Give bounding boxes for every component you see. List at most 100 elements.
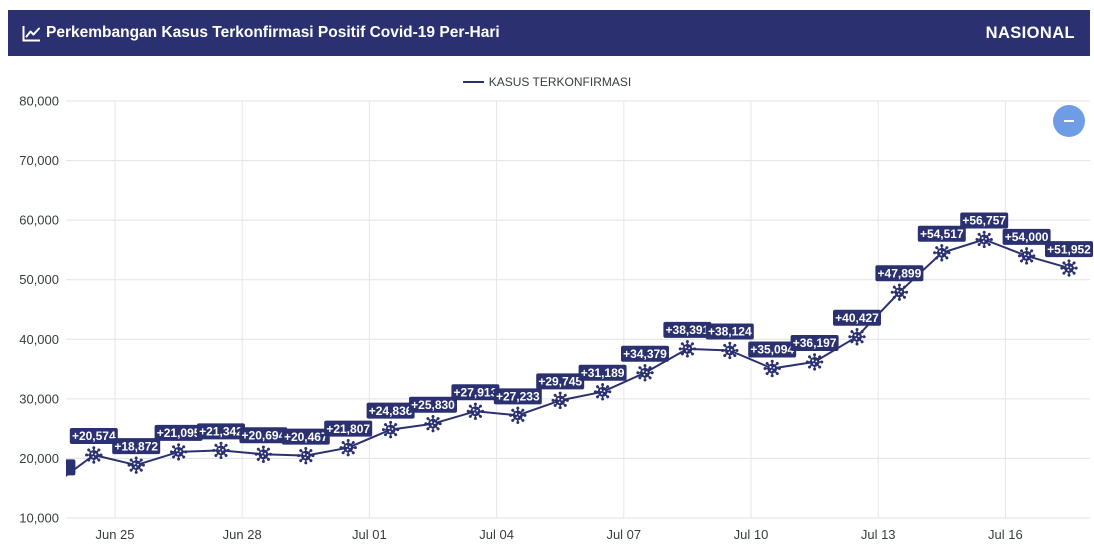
data-label-box	[790, 334, 839, 351]
data-label-text: +40,427	[835, 311, 879, 325]
legend: KASUS TERKONFIRMASI	[0, 74, 1094, 90]
data-label: +31,189	[578, 364, 627, 381]
data-point-virus-icon	[1060, 259, 1078, 278]
data-label: +54,517	[917, 225, 966, 242]
y-tick-label: 10,000	[19, 511, 59, 526]
data-point-virus-icon	[43, 478, 60, 495]
data-label-text: +51,952	[1047, 242, 1091, 256]
legend-item-kasus-terkonfirmasi[interactable]: KASUS TERKONFIRMASI	[462, 74, 631, 90]
data-label-text: +47,899	[878, 266, 922, 280]
y-tick-label: 70,000	[19, 153, 59, 168]
data-label-box	[536, 373, 585, 390]
data-label-text: +36,197	[793, 336, 837, 350]
data-label: +36,197	[790, 334, 839, 351]
data-label-box	[112, 438, 161, 455]
data-label-box	[621, 345, 669, 362]
y-tick-label: 50,000	[19, 272, 59, 287]
data-label-box	[69, 428, 118, 445]
data-point-virus-icon	[296, 446, 315, 465]
x-tick-label: Jul 16	[988, 527, 1023, 542]
data-label-text: +24,836	[369, 404, 413, 418]
data-point-virus-icon	[932, 243, 951, 262]
data-label-text: +27,233	[496, 390, 540, 404]
data-point-virus-icon	[508, 406, 527, 425]
data-point-virus-icon	[424, 414, 442, 433]
data-point-virus-icon	[339, 438, 358, 457]
data-label-text: +34,379	[623, 347, 667, 361]
x-tick-label: Jul 13	[861, 527, 896, 542]
data-label: +34,379	[621, 345, 669, 362]
data-label-box	[1002, 228, 1051, 245]
data-point-virus-icon	[169, 442, 188, 461]
data-label: +56,757	[960, 212, 1009, 229]
data-label-text: +27,913	[454, 385, 498, 399]
data-label-box	[366, 402, 415, 419]
data-label-box	[705, 323, 754, 340]
data-label: +21,342	[197, 423, 245, 440]
data-label: +20,574	[69, 428, 118, 445]
x-tick-label: Jul 10	[734, 527, 769, 542]
x-tick-label: Jul 07	[606, 527, 641, 542]
data-label: +51,952	[1045, 241, 1093, 258]
data-labels: +20,574+18,872+21,095+21,342+20,694+20,4…	[66, 212, 1093, 476]
data-label-text: +20,694	[242, 428, 286, 442]
data-label: +20,467	[281, 428, 330, 445]
data-label-box	[748, 341, 797, 358]
minus-icon	[1064, 120, 1074, 122]
data-label-box	[917, 225, 966, 242]
data-label: +38,391	[663, 321, 712, 338]
data-label-box	[197, 423, 245, 440]
data-label-box	[578, 364, 627, 381]
data-point-virus-icon	[381, 420, 400, 439]
data-label-box	[493, 388, 542, 405]
data-point-virus-icon	[84, 446, 103, 465]
data-label-text: +21,342	[199, 425, 243, 439]
x-tick-label: Jul 01	[352, 527, 387, 542]
data-point-virus-icon	[466, 402, 485, 421]
zoom-out-button[interactable]	[1053, 105, 1085, 137]
data-point-virus-icon	[890, 283, 909, 302]
data-point-virus-icon	[763, 359, 782, 378]
data-label-text: +35,094	[750, 343, 794, 357]
data-label-box	[324, 420, 373, 437]
data-label-box	[451, 384, 500, 401]
data-label-text: +18,872	[114, 439, 158, 453]
data-label: +40,427	[833, 309, 881, 326]
data-label-text: +21,095	[157, 426, 201, 440]
header-bar: Perkembangan Kasus Terkonfirmasi Positif…	[8, 10, 1090, 56]
data-label-box	[960, 212, 1009, 229]
data-label-text: +38,124	[708, 325, 752, 339]
data-label-text: +56,757	[962, 214, 1006, 228]
data-point-virus-icon	[254, 445, 273, 464]
data-label-box	[66, 459, 76, 476]
data-point-virus-icon	[720, 341, 739, 360]
data-point-virus-icon	[127, 456, 146, 475]
y-tick-label: 20,000	[19, 451, 59, 466]
legend-swatch	[462, 81, 484, 83]
data-point-virus-icon	[1017, 246, 1036, 265]
data-label-box	[409, 396, 457, 413]
data-point-virus-icon	[848, 327, 866, 346]
data-label: +27,913	[451, 384, 500, 401]
y-tick-label: 80,000	[19, 94, 59, 109]
data-point-virus-icon	[636, 363, 654, 382]
data-label-text: +31,189	[581, 366, 625, 380]
y-tick-label: 40,000	[19, 332, 59, 347]
data-label-box	[1045, 241, 1093, 258]
data-label-text: +25,830	[411, 398, 455, 412]
data-label-text: +20,574	[72, 429, 116, 443]
x-tick-label: Jun 28	[223, 527, 262, 542]
axes: 10,000 20,000 30,000 40,000 50,000 60,000 70,0…	[19, 94, 1023, 543]
data-label-box	[663, 321, 712, 338]
data-label-text: +20,467	[284, 430, 328, 444]
data-point-virus-icon	[593, 382, 612, 401]
data-label: +18,872	[112, 438, 161, 455]
data-label: +27,233	[493, 388, 542, 405]
data-label-box	[875, 265, 924, 282]
region-scope-label: NASIONAL	[985, 23, 1075, 42]
data-point-virus-icon	[975, 230, 994, 249]
data-label-text: +29,745	[538, 375, 582, 389]
data-point-virus-icon	[678, 339, 697, 358]
